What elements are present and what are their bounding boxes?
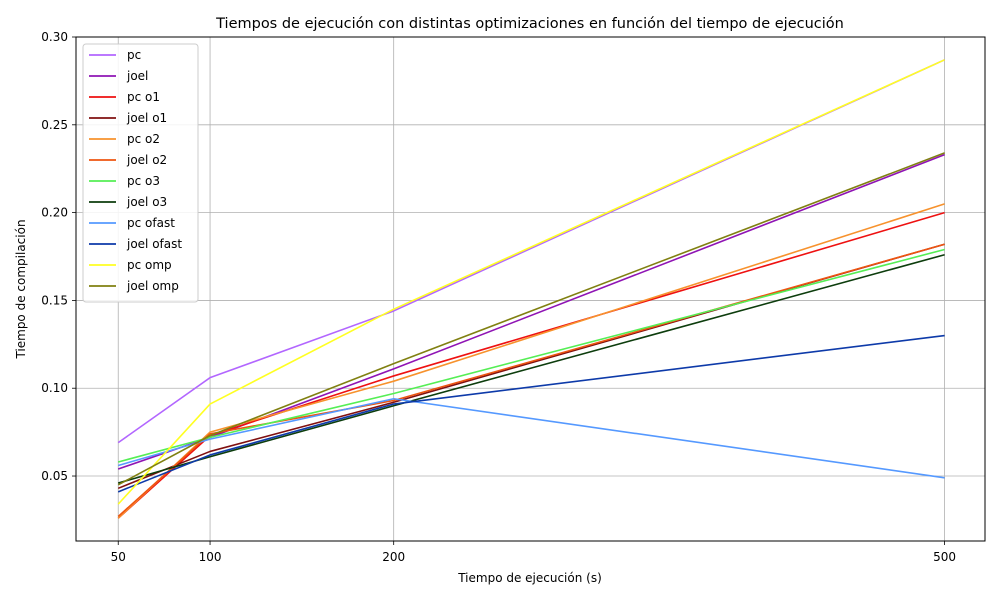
series-line-pc-omp [117,59,945,505]
legend-label: pc o2 [127,132,160,146]
series-line-joel-o2 [117,243,945,518]
x-tick-label: 50 [111,550,126,564]
x-tick-label: 100 [199,550,222,564]
x-axis-ticks: 50 100 200 500 [111,541,956,564]
y-tick-label: 0.05 [41,469,68,483]
legend-label: pc ofast [127,216,175,230]
legend-label: joel o3 [126,195,167,209]
legend-label: pc o1 [127,90,160,104]
y-tick-label: 0.20 [41,206,68,220]
y-tick-label: 0.30 [41,30,68,44]
x-tick-label: 200 [382,550,405,564]
legend-box [82,43,199,303]
y-tick-label: 0.15 [41,293,68,307]
legend-label: joel omp [126,279,179,293]
series-line-joel-ofast [117,334,945,493]
legend-label: pc [127,48,141,62]
legend-label: joel [126,69,148,83]
series-line-joel-o3 [118,253,945,484]
legend-label: pc o3 [127,174,160,188]
legend-label: joel ofast [126,237,182,251]
legend-label: joel o2 [126,153,167,167]
series-line-pc-o1 [117,211,945,519]
legend-label: pc omp [127,258,172,272]
series-line-pc-ofast [118,397,945,479]
chart-title: Tiempos de ejecución con distintas optim… [215,16,844,32]
legend: pc joel pc o1 joel o1 pc o2 joel o2 pc o3 joel … [82,43,199,303]
x-tick-label: 500 [933,550,956,564]
series-line-joel-omp [117,152,945,486]
y-tick-label: 0.10 [41,381,68,395]
y-tick-label: 0.25 [41,118,68,132]
legend-label: joel o1 [126,111,167,125]
y-axis-label: Tiempo de compilación [14,219,28,359]
y-axis-ticks: 0.05 0.10 0.15 0.20 0.25 0.30 [41,30,76,483]
series-lines [117,59,945,519]
plot-frame [75,36,986,542]
series-line-pc-o3 [118,248,945,463]
x-axis-label: Tiempo de ejecución (s) [457,571,602,585]
